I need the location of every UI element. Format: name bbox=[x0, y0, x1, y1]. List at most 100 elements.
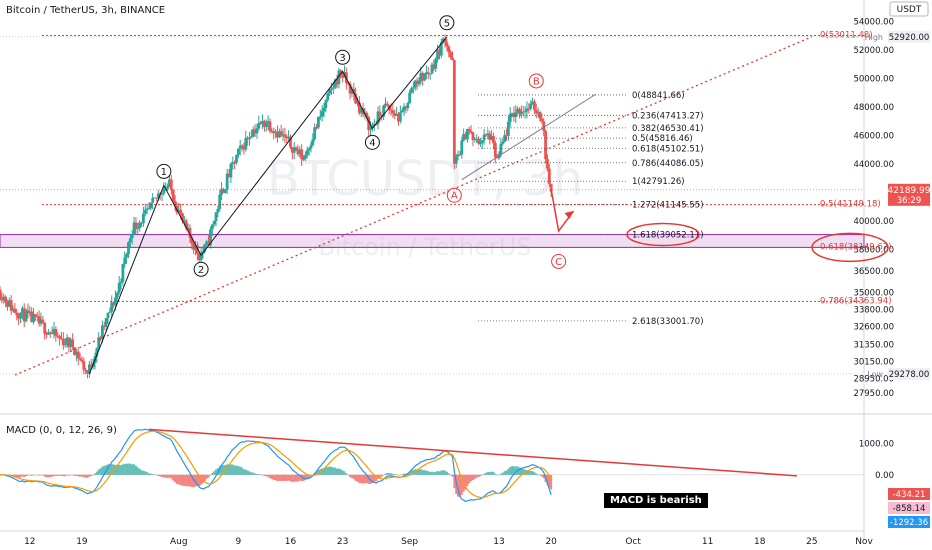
macd-hist-bar bbox=[447, 473, 450, 475]
macd-hist-bar bbox=[287, 474, 290, 481]
macd-hist-bar bbox=[107, 464, 109, 475]
candle-body bbox=[300, 149, 304, 160]
macd-hist-bar bbox=[345, 473, 348, 475]
macd-hist-bar bbox=[39, 474, 42, 476]
candle-body bbox=[430, 64, 434, 74]
candle-body bbox=[9, 300, 13, 311]
macd-hist-bar bbox=[492, 471, 495, 475]
macd-hist-bar bbox=[138, 468, 141, 475]
candle-body bbox=[384, 103, 387, 106]
macd-hist-bar bbox=[58, 474, 61, 476]
macd-hist-bar bbox=[80, 474, 83, 477]
macd-hist-bar bbox=[326, 466, 329, 475]
candle-body bbox=[501, 141, 505, 144]
macd-hist-bar bbox=[540, 474, 543, 477]
macd-hist-bar bbox=[488, 471, 491, 475]
candle-body bbox=[119, 281, 123, 283]
macd-hist-bar bbox=[67, 474, 70, 476]
candle-body bbox=[529, 103, 533, 109]
macd-hist-bar bbox=[470, 474, 473, 482]
macd-hist-bar bbox=[168, 474, 171, 478]
macd-hist-bar bbox=[382, 474, 385, 476]
macd-hist-bar bbox=[56, 474, 59, 476]
candle-body bbox=[428, 73, 432, 75]
candle-body bbox=[143, 209, 147, 214]
current-price-countdown: 36:29 bbox=[897, 196, 922, 206]
candle-body bbox=[549, 183, 553, 192]
candle-body bbox=[268, 121, 272, 131]
macd-note: MACD is bearish bbox=[604, 493, 708, 508]
candle-body bbox=[402, 106, 406, 111]
wave-label: 2 bbox=[198, 265, 204, 276]
macd-hist-bar bbox=[332, 467, 335, 475]
macd-hist-bar bbox=[397, 474, 400, 476]
candle-body bbox=[87, 364, 91, 374]
macd-hist-bar bbox=[421, 470, 424, 475]
candle-body bbox=[490, 136, 493, 140]
macd-hist-bar bbox=[233, 465, 236, 475]
candle-body bbox=[404, 106, 408, 109]
time-tick-label: Nov bbox=[855, 537, 873, 547]
candle-body bbox=[264, 123, 268, 128]
macd-hist-bar bbox=[155, 474, 158, 476]
macd-badge-box bbox=[888, 516, 930, 528]
macd-hist-bar bbox=[97, 469, 100, 475]
macd-hist-bar bbox=[269, 474, 271, 479]
zone-ellipse bbox=[811, 232, 889, 263]
candle-body bbox=[209, 229, 212, 246]
candle-body bbox=[0, 289, 2, 299]
candle-body bbox=[438, 49, 441, 56]
price-axis: 54000.00 52000.00 50000.00 48000.00 46000.00… bbox=[853, 17, 894, 398]
macd-hist-bar bbox=[503, 471, 506, 475]
macd-hist-bar bbox=[531, 471, 534, 475]
macd-hist-bar bbox=[69, 474, 72, 476]
time-tick-label: Oct bbox=[625, 537, 641, 547]
candle-body bbox=[503, 135, 507, 142]
macd-hist-bar bbox=[73, 474, 76, 476]
candle-body bbox=[11, 308, 15, 311]
candle-body bbox=[298, 149, 302, 155]
macd-hist-bar bbox=[444, 470, 447, 475]
candle-body bbox=[136, 227, 140, 229]
macd-hist-bar bbox=[481, 474, 484, 476]
candle-body bbox=[212, 220, 216, 225]
macd-hist-bar bbox=[337, 468, 340, 475]
candle-body bbox=[169, 179, 173, 190]
wave-label-circle bbox=[156, 163, 172, 179]
macd-hist-bar bbox=[358, 474, 361, 484]
candle-body bbox=[389, 109, 393, 111]
macd-hist-bar bbox=[241, 467, 244, 475]
candle-body bbox=[423, 74, 426, 81]
macd-hist-bar bbox=[507, 468, 510, 475]
macd-pane: 1000.00 0.00 -434.21 -858.14 -1292.36 bbox=[0, 428, 930, 528]
candle-body bbox=[181, 213, 184, 221]
macd-hist-bar bbox=[49, 474, 52, 478]
candle-body bbox=[26, 310, 30, 314]
macd-hist-bar bbox=[215, 469, 217, 475]
time-tick-label: 25 bbox=[806, 537, 817, 547]
macd-hist-bar bbox=[235, 465, 238, 475]
macd-hist-bar bbox=[25, 474, 28, 477]
wave-label-circle bbox=[528, 73, 544, 89]
macd-hist-bar bbox=[527, 470, 530, 475]
candle-body bbox=[195, 245, 199, 254]
candle-body bbox=[464, 133, 467, 140]
candle-body bbox=[58, 336, 61, 339]
currency-badge: USDT bbox=[897, 5, 922, 15]
candle-body bbox=[197, 253, 201, 261]
candle-body bbox=[151, 197, 155, 203]
macd-hist-bar bbox=[347, 474, 350, 476]
candle-body bbox=[506, 121, 510, 136]
candle-body bbox=[125, 253, 129, 258]
candle-body bbox=[168, 179, 171, 187]
macd-hist-bar bbox=[423, 470, 426, 475]
candle-body bbox=[182, 220, 186, 222]
macd-hist-bar bbox=[211, 472, 214, 475]
macd-hist-bar bbox=[390, 473, 393, 475]
candle-body bbox=[127, 242, 130, 254]
candle-body bbox=[238, 145, 242, 149]
marker-box bbox=[888, 30, 930, 43]
candle-body bbox=[546, 159, 549, 169]
macd-hist-bar bbox=[321, 468, 324, 475]
